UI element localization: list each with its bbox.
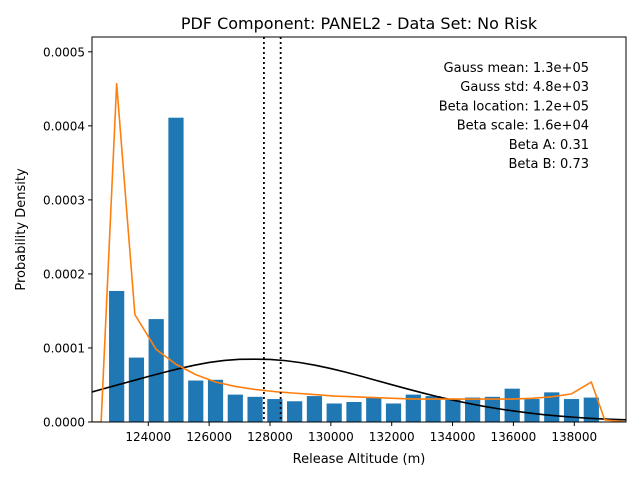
histogram-bar [109,290,125,422]
histogram-bar [128,357,145,422]
histogram-bar [247,396,263,422]
y-tick-label: 0.0001 [43,341,85,355]
x-axis-ticks: 124000 126000 128000 130000 132000 134000 1360… [125,422,597,444]
y-tick-label: 0.0000 [43,416,85,430]
histogram-bar [168,117,184,422]
chart-title: PDF Component: PANEL2 - Data Set: No Ris… [181,14,538,33]
histogram-bar [287,401,303,422]
gauss-fit-line [92,358,626,421]
y-axis-label: Probability Density [14,168,29,291]
y-tick-label: 0.0003 [43,193,85,207]
histogram-bar [563,399,580,422]
histogram-bar [346,402,362,422]
histogram-bar [227,394,243,422]
lines-layer [92,82,626,422]
histogram-bar [524,399,540,422]
y-tick-label: 0.0005 [43,45,85,59]
x-tick-label: 128000 [247,430,293,444]
x-tick-label: 138000 [551,430,597,444]
histogram-bar [583,397,599,422]
histogram-bar [484,396,501,422]
histogram-bar [207,379,224,422]
histogram-bar [465,397,481,422]
histogram-bar [405,394,421,422]
stats-annotation-line: Beta A: 0.31 [509,138,589,153]
y-tick-label: 0.0002 [43,267,85,281]
histogram-bar [148,319,164,422]
x-axis-label: Release Altitude (m) [293,452,426,467]
beta-fit-line [92,82,626,422]
histogram-bar [425,396,441,422]
x-tick-label: 126000 [186,430,232,444]
x-tick-label: 132000 [369,430,415,444]
plot-frame [91,36,627,423]
histogram-bar [445,399,461,422]
stats-annotation-line: Beta scale: 1.6e+04 [457,119,589,134]
y-tick-label: 0.0004 [43,119,85,133]
vlines-layer [263,37,282,422]
histogram-bar [326,403,342,422]
stats-annotation-line: Gauss std: 4.8e+03 [460,80,589,95]
histogram-bar [385,403,402,422]
stats-annotation-line: Beta B: 0.73 [509,157,590,172]
histogram-bar [267,399,283,422]
x-tick-label: 136000 [491,430,537,444]
histogram-bar [188,380,204,422]
histogram-bar [504,388,520,422]
histogram-bar [306,396,323,422]
stats-annotation-line: Beta location: 1.2e+05 [439,99,589,114]
x-tick-label: 130000 [308,430,354,444]
stats-annotations: Gauss mean: 1.3e+05 Gauss std: 4.8e+03 Bet… [439,61,589,172]
x-tick-label: 134000 [430,430,476,444]
y-axis-ticks: 0.0000 0.0001 0.0002 0.0003 0.0004 0.0005 [43,45,92,430]
stats-annotation-line: Gauss mean: 1.3e+05 [444,61,589,76]
histogram-bar [366,397,382,422]
x-tick-label: 124000 [125,430,171,444]
